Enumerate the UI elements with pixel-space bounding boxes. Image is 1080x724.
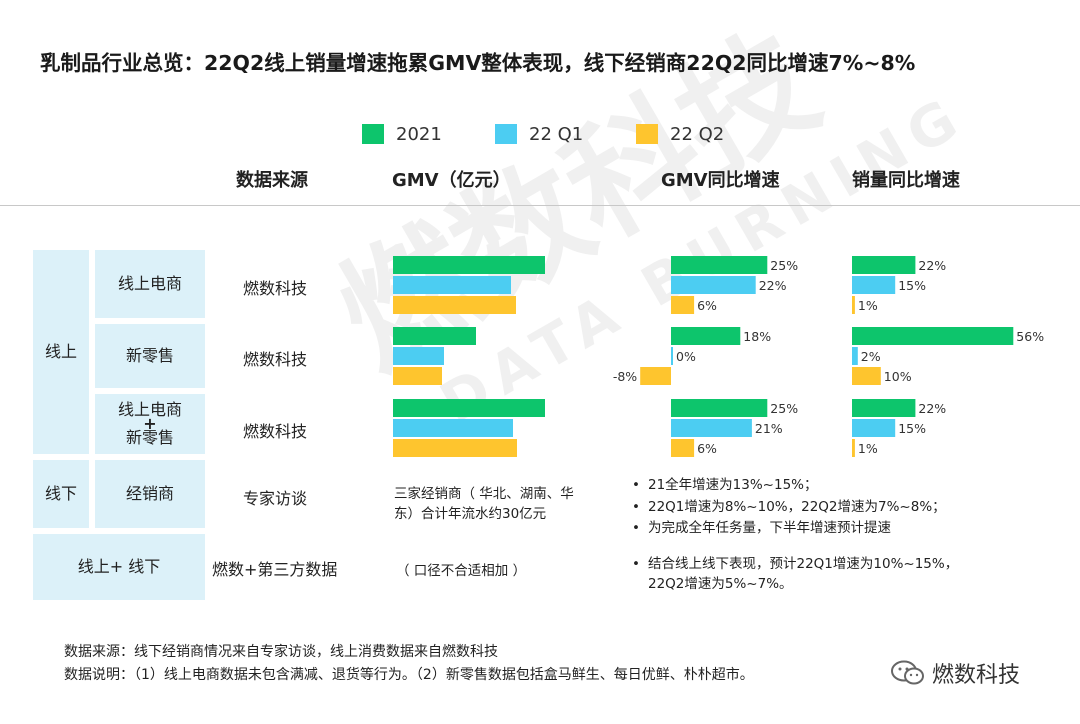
bar-volume-growth-22q2-row3 xyxy=(852,439,855,457)
data-label-gmv-growth-2021-row1: 25% xyxy=(770,258,798,273)
row-label-dealer: 经销商 xyxy=(95,460,205,528)
bar-volume-growth-2021-row2 xyxy=(852,327,1014,345)
data-label-volume-growth-22q1-row1: 15% xyxy=(898,278,926,293)
brand-badge: 燃数科技 xyxy=(890,656,1020,690)
header-source: 数据来源 xyxy=(236,170,308,191)
dealer-point-2-text: 22Q1增速为8%~10%，22Q2增速为7%~8%； xyxy=(648,499,946,515)
data-label-volume-growth-2021-row2: 56% xyxy=(1016,329,1044,344)
data-label-gmv-growth-22q2-row1: 6% xyxy=(697,298,717,313)
data-label-gmv-growth-22q1-row1: 22% xyxy=(759,278,787,293)
group-combined: 线上+ 线下 xyxy=(33,534,205,600)
bar-gmv-22q2-row3 xyxy=(393,439,517,457)
legend-swatch-22q2 xyxy=(636,124,658,144)
header-gmv: GMV（亿元） xyxy=(392,170,511,191)
source-dealer: 专家访谈 xyxy=(243,489,308,508)
combined-point-2: 22Q2增速为5%~7%。 xyxy=(648,572,793,592)
note-combined-gmv: （ 口径不合适相加 ） xyxy=(396,563,527,579)
chart-legend: 2021 22 Q1 22 Q2 xyxy=(0,122,1080,146)
legend-item-2021: 2021 xyxy=(362,122,442,146)
wechat-icon xyxy=(891,660,924,685)
group-offline-label: 线下 xyxy=(44,484,77,503)
source-both: 燃数科技 xyxy=(243,422,308,441)
row-label-newretail: 新零售 xyxy=(95,324,205,388)
row-label-both: 线上电商 + 新零售 xyxy=(95,394,205,454)
data-label-gmv-growth-22q1-row3: 21% xyxy=(755,421,783,436)
row-label-dealer-text: 经销商 xyxy=(125,484,174,503)
source-newretail: 燃数科技 xyxy=(243,350,308,369)
data-label-volume-growth-22q2-row1: 1% xyxy=(858,298,878,313)
group-online-label: 线上 xyxy=(44,342,77,361)
header-gmv-growth: GMV同比增速 xyxy=(661,170,780,191)
legend-label-22q1: 22 Q1 xyxy=(529,123,584,145)
brand-name: 燃数科技 xyxy=(932,663,1021,688)
group-offline: 线下 xyxy=(33,460,89,528)
legend-item-22q1: 22 Q1 xyxy=(495,122,583,146)
bar-gmv-growth-2021-row3 xyxy=(671,399,768,417)
legend-swatch-2021 xyxy=(362,124,384,144)
dealer-point-1-text: 21全年增速为13%~15%； xyxy=(648,477,818,493)
bar-volume-growth-2021-row1 xyxy=(852,256,916,274)
bar-volume-growth-22q1-row3 xyxy=(852,419,896,437)
bullet-icon: • xyxy=(632,556,640,572)
data-label-gmv-growth-2021-row3: 25% xyxy=(770,401,798,416)
legend-label-2021: 2021 xyxy=(396,123,442,145)
note-dealer-gmv: 三家经销商（ 华北、湖南、华东）合计年流水约30亿元 xyxy=(394,486,574,522)
bar-gmv-growth-22q2-row3 xyxy=(671,439,695,457)
bullet-icon: • xyxy=(632,520,640,536)
combined-point-2-text: 22Q2增速为5%~7%。 xyxy=(648,576,793,592)
bar-volume-growth-22q1-row1 xyxy=(852,276,896,294)
dealer-point-3: • 为完成全年任务量，下半年增速预计提速 xyxy=(632,516,891,536)
row-label-both-top: 线上电商 xyxy=(117,400,182,419)
source-ecom: 燃数科技 xyxy=(243,279,308,298)
data-label-volume-growth-22q1-row2: 2% xyxy=(861,349,881,364)
data-label-volume-growth-22q2-row3: 1% xyxy=(858,441,878,456)
bar-gmv-22q1-row3 xyxy=(393,419,513,437)
row-label-both-plus: + xyxy=(143,414,157,433)
bar-volume-growth-2021-row3 xyxy=(852,399,916,417)
legend-swatch-22q1 xyxy=(495,124,517,144)
header-divider xyxy=(0,205,1080,206)
legend-item-22q2: 22 Q2 xyxy=(636,122,724,146)
bar-volume-growth-22q2-row1 xyxy=(852,296,855,314)
bar-gmv-growth-2021-row2 xyxy=(671,327,741,345)
dealer-point-1: • 21全年增速为13%~15%； xyxy=(632,473,818,493)
data-label-gmv-growth-22q2-row3: 6% xyxy=(697,441,717,456)
data-label-volume-growth-22q2-row2: 10% xyxy=(884,369,912,384)
footer-source: 数据来源：线下经销商情况来自专家访谈，线上消费数据来自燃数科技 xyxy=(64,644,498,660)
dealer-point-3-text: 为完成全年任务量，下半年增速预计提速 xyxy=(648,520,891,536)
combined-point-1-text: 结合线上线下表现，预计22Q1增速为10%~15%， xyxy=(648,556,959,572)
data-label-volume-growth-22q1-row3: 15% xyxy=(898,421,926,436)
header-volume-growth: 销量同比增速 xyxy=(852,170,960,191)
data-label-gmv-growth-2021-row2: 18% xyxy=(743,329,771,344)
row-label-ecom: 线上电商 xyxy=(95,250,205,318)
bar-gmv-growth-22q2-row2 xyxy=(640,367,671,385)
row-label-newretail-text: 新零售 xyxy=(125,346,174,365)
row-label-both-bottom: 新零售 xyxy=(125,428,174,447)
footer-description: 数据说明：（1）线上电商数据未包含满减、退货等行为。（2）新零售数据包括盒马鲜生… xyxy=(64,667,754,683)
dealer-point-2: • 22Q1增速为8%~10%，22Q2增速为7%~8%； xyxy=(632,495,946,515)
combined-point-1: • 结合线上线下表现，预计22Q1增速为10%~15%， xyxy=(632,552,958,572)
bullet-icon: • xyxy=(632,499,640,515)
bullet-icon: • xyxy=(632,477,640,493)
bar-volume-growth-22q1-row2 xyxy=(852,347,858,365)
data-label-gmv-growth-22q1-row2: 0% xyxy=(676,349,696,364)
row-label-ecom-text: 线上电商 xyxy=(117,274,182,293)
page-title: 乳制品行业总览：22Q2线上销量增速拖累GMV整体表现，线下经销商22Q2同比增… xyxy=(40,51,916,75)
group-online: 线上 xyxy=(33,250,89,454)
bar-volume-growth-22q2-row2 xyxy=(852,367,881,385)
data-label-volume-growth-2021-row3: 22% xyxy=(918,401,946,416)
legend-label-22q2: 22 Q2 xyxy=(670,123,725,145)
data-label-gmv-growth-22q2-row2: -8% xyxy=(613,369,637,384)
bar-gmv-growth-22q1-row2 xyxy=(671,347,673,365)
bar-gmv-growth-22q1-row3 xyxy=(671,419,752,437)
data-label-volume-growth-2021-row1: 22% xyxy=(918,258,946,273)
group-combined-label: 线上+ 线下 xyxy=(77,557,161,576)
source-combined: 燃数+第三方数据 xyxy=(212,560,338,579)
